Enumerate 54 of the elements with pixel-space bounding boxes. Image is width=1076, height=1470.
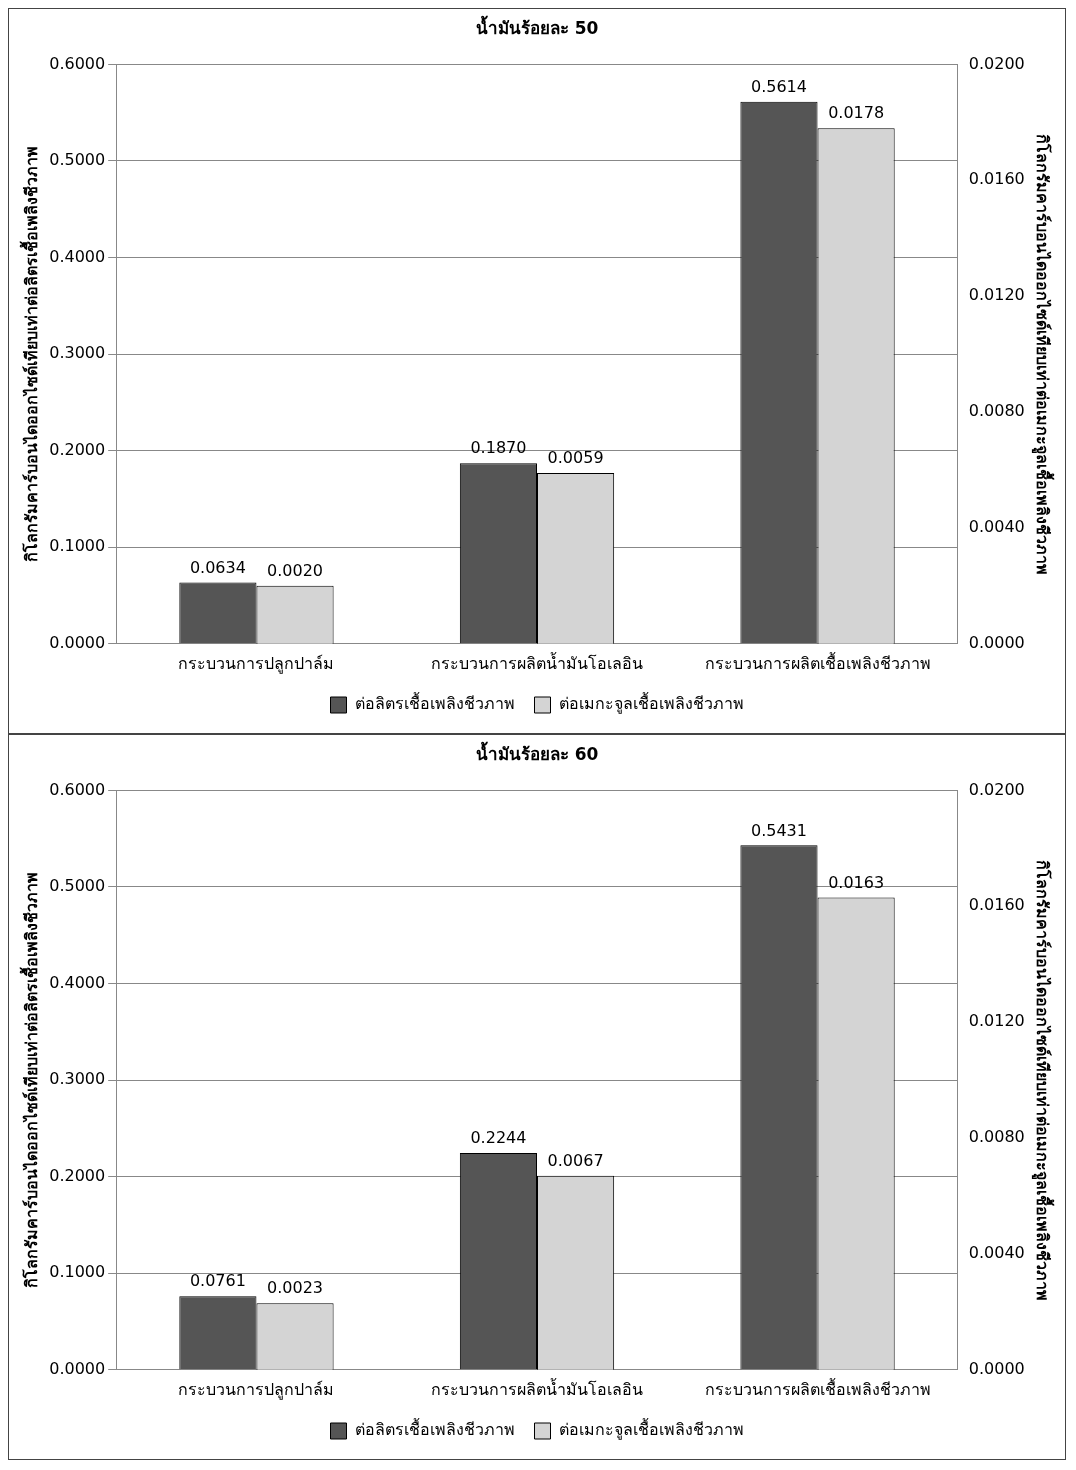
y-axis-title: กิโลกรัมคาร์บอนไดออกไซด์เทียบเท่าต่อลิตรเชื้อเพลิงชีวภาพ: [18, 872, 41, 1289]
data-label: 0.0059: [547, 448, 604, 468]
y2-tick-label: 0.0160: [968, 169, 1025, 189]
data-label: 0.0020: [267, 561, 324, 581]
x-tick-label: กระบวนการผลิตเชื้อเพลิงชีวภาพ: [704, 1377, 931, 1399]
y2-axis-title: กิโลกรัมคาร์บอนไดออกไซด์เทียบเท่าต่อเมกะจูลเชื้อเพลิงชีวภาพ: [1031, 133, 1056, 575]
chart-title: น้ำมันร้อยละ 50: [475, 14, 599, 38]
legend-label: ต่อเมกะจูลเชื้อเพลิงชีวภาพ: [558, 692, 744, 715]
y2-tick-label: 0.0080: [968, 401, 1025, 421]
y2-tick-label: 0.0080: [968, 1127, 1025, 1147]
y-tick-label: 0.2000: [49, 439, 106, 459]
y-tick-label: 0.5000: [49, 150, 106, 170]
y2-tick-label: 0.0000: [968, 632, 1025, 652]
data-label: 0.1870: [470, 438, 527, 458]
y2-tick-label: 0.0040: [968, 1243, 1025, 1263]
data-label: 0.0023: [267, 1278, 324, 1298]
y-tick-label: 0.6000: [49, 779, 106, 799]
y2-axis-title: กิโลกรัมคาร์บอนไดออกไซด์เทียบเท่าต่อเมกะจูลเชื้อเพลิงชีวภาพ: [1031, 859, 1056, 1301]
x-tick-label: กระบวนการปลูกปาล์ม: [178, 1379, 335, 1400]
y2-tick-label: 0.0120: [968, 285, 1025, 305]
y2-tick-label: 0.0000: [968, 1358, 1025, 1378]
y2-tick-label: 0.0040: [968, 517, 1025, 537]
data-label: 0.0067: [547, 1150, 604, 1170]
y-tick-label: 0.4000: [49, 246, 106, 266]
y-tick-label: 0.1000: [49, 1262, 106, 1282]
x-tick-label: กระบวนการผลิตเชื้อเพลิงชีวภาพ: [704, 651, 931, 673]
y-tick-label: 0.1000: [49, 536, 106, 556]
y2-tick-label: 0.0120: [968, 1011, 1025, 1031]
data-label: 0.0178: [828, 103, 885, 123]
data-label: 0.5614: [750, 76, 807, 96]
y-tick-label: 0.0000: [49, 1358, 106, 1378]
data-label: 0.0163: [828, 872, 885, 892]
data-label: 0.5431: [750, 820, 807, 840]
y-tick-label: 0.3000: [49, 343, 106, 363]
data-label: 0.0761: [189, 1271, 246, 1291]
y2-tick-label: 0.0200: [968, 53, 1025, 73]
chart-title: น้ำมันร้อยละ 60: [475, 740, 599, 764]
legend-label: ต่อลิตรเชื้อเพลิงชีวภาพ: [354, 692, 515, 714]
y2-tick-label: 0.0200: [968, 779, 1025, 799]
y2-tick-label: 0.0160: [968, 895, 1025, 915]
x-tick-label: กระบวนการผลิตน้ำมันโอเลอิน: [431, 1377, 643, 1399]
y-tick-label: 0.2000: [49, 1165, 106, 1185]
y-axis-title: กิโลกรัมคาร์บอนไดออกไซด์เทียบเท่าต่อลิตรเชื้อเพลิงชีวภาพ: [18, 146, 41, 563]
data-label: 0.2244: [470, 1128, 527, 1148]
y-tick-label: 0.6000: [49, 53, 106, 73]
legend-label: ต่อลิตรเชื้อเพลิงชีวภาพ: [354, 1418, 515, 1440]
data-label: 0.0634: [189, 557, 246, 577]
y-tick-label: 0.4000: [49, 972, 106, 992]
y-tick-label: 0.3000: [49, 1069, 106, 1089]
x-tick-label: กระบวนการปลูกปาล์ม: [178, 653, 335, 674]
y-tick-label: 0.5000: [49, 876, 106, 896]
legend-label: ต่อเมกะจูลเชื้อเพลิงชีวภาพ: [558, 1418, 744, 1441]
x-tick-label: กระบวนการผลิตน้ำมันโอเลอิน: [431, 651, 643, 673]
y-tick-label: 0.0000: [49, 632, 106, 652]
